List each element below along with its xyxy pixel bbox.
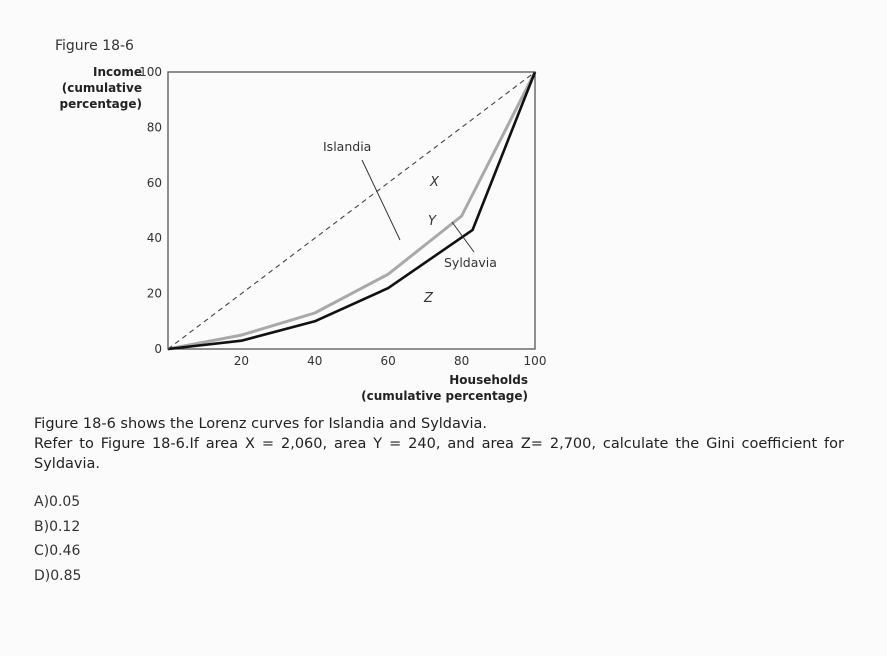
figure-label: Figure 18-6	[55, 38, 134, 54]
series-layer	[167, 71, 537, 351]
syldavia-callout-line	[451, 221, 475, 253]
x-tick-label: 60	[381, 354, 396, 368]
y-tick-label: 0	[154, 342, 162, 356]
line-of-equality	[167, 71, 536, 350]
syldavia-lorenz-curve	[167, 71, 537, 351]
area-label-x: X	[429, 175, 440, 190]
choice-a[interactable]: A)0.05	[34, 494, 81, 510]
syldavia-callout-label: Syldavia	[444, 255, 497, 270]
question-intro: Figure 18-6 shows the Lorenz curves for …	[34, 416, 488, 432]
question-text: Figure 18-6 shows the Lorenz curves for …	[34, 414, 844, 474]
y-tick-label: 80	[147, 120, 162, 134]
plot-frame	[167, 71, 536, 350]
y-tick-label: 60	[147, 176, 162, 190]
y-axis-label: Income (cumulative percentage)	[50, 64, 143, 112]
choice-b[interactable]: B)0.12	[34, 518, 81, 535]
area-label-z: Z	[423, 291, 434, 306]
y-tick-label: 20	[147, 287, 162, 301]
area-label-y: Y	[428, 214, 437, 229]
answer-choices: A)0.05 B)0.12 C)0.46 D)0.85	[34, 490, 81, 588]
question-stem: Refer to Figure 18-6.If area X = 2,060, …	[34, 436, 844, 472]
x-tick-label: 40	[307, 354, 322, 368]
x-tick-label: 100	[524, 354, 547, 368]
choice-c[interactable]: C)0.46	[34, 543, 81, 559]
x-tick-label: 20	[234, 354, 249, 368]
y-axis-label-line-3: percentage)	[59, 97, 143, 111]
y-tick-label: 100	[139, 65, 162, 79]
lorenz-chart: 0 20 40 60 80 100 20 40 60 80 100 Islandia Syldav…	[139, 65, 547, 368]
y-tick-label: 40	[147, 231, 162, 245]
x-tick-label: 80	[454, 354, 469, 368]
y-tick-labels: 0 20 40 60 80 100	[139, 65, 162, 356]
x-axis-label-line-1: Households	[449, 373, 528, 387]
x-axis-label: Households (cumulative percentage)	[340, 372, 528, 404]
choice-d[interactable]: D)0.85	[34, 567, 82, 584]
islandia-lorenz-curve	[167, 71, 537, 351]
x-axis-label-line-2: (cumulative percentage)	[361, 389, 528, 403]
islandia-callout-label: Islandia	[323, 139, 371, 154]
x-tick-labels: 20 40 60 80 100	[234, 354, 547, 368]
islandia-callout-line	[361, 159, 401, 241]
y-axis-label-line-2: (cumulative	[61, 81, 142, 95]
y-axis-label-line-1: Income	[92, 65, 142, 79]
